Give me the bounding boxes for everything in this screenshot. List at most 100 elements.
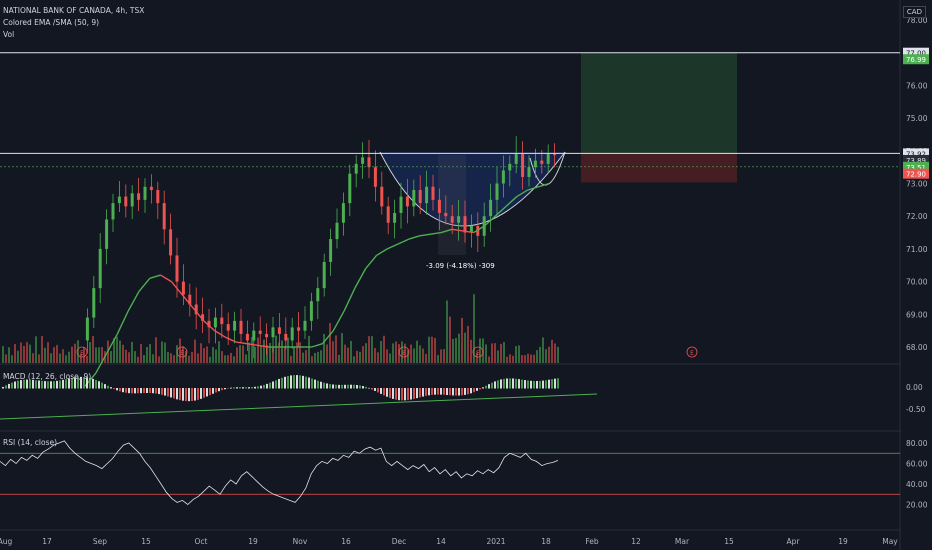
- macd-histogram-bar: [410, 388, 412, 400]
- candle-body: [322, 261, 326, 289]
- macd-histogram-bar: [281, 377, 283, 389]
- volume-bar: [521, 355, 523, 363]
- volume-bar: [188, 355, 190, 363]
- candle-body: [175, 255, 179, 282]
- volume-bar: [269, 343, 271, 363]
- candle-body: [258, 330, 262, 334]
- volume-bar: [245, 354, 247, 363]
- time-axis-tick-label: 15: [724, 537, 734, 546]
- ema-line-segment: [419, 233, 431, 237]
- ema-line-segment: [462, 230, 474, 234]
- macd-histogram-bar: [41, 380, 43, 389]
- macd-histogram-bar: [362, 386, 364, 389]
- ema-line-segment: [332, 310, 345, 331]
- price-tag-box: [903, 47, 929, 58]
- volume-bar: [50, 353, 52, 363]
- macd-histogram-bar: [170, 388, 172, 398]
- volume-bar: [383, 335, 385, 363]
- time-axis-tick-label: Mar: [675, 537, 690, 546]
- volume-bar: [137, 356, 139, 363]
- ema-line-segment: [473, 225, 485, 234]
- candle-body: [354, 163, 358, 174]
- macd-histogram-bar: [275, 380, 277, 389]
- ema-line-segment: [538, 182, 550, 188]
- candle-body: [124, 196, 128, 207]
- volume-bar: [26, 342, 28, 363]
- macd-histogram-bar: [533, 380, 535, 389]
- macd-histogram-bar: [38, 380, 40, 389]
- currency-badge[interactable]: CAD: [902, 6, 926, 18]
- volume-bar: [287, 337, 289, 363]
- volume-bar: [374, 347, 376, 363]
- macd-histogram-bar: [35, 380, 37, 389]
- volume-bar: [533, 354, 535, 363]
- volume-bar: [155, 337, 157, 363]
- volume-bar: [362, 346, 364, 363]
- candle-body: [431, 186, 435, 200]
- volume-bar: [125, 349, 127, 363]
- measure-label: -3.09 (-4.18%) -309: [426, 262, 495, 270]
- volume-bar: [332, 341, 334, 363]
- macd-histogram-bar: [62, 379, 64, 389]
- candle-body: [457, 216, 461, 223]
- volume-bar: [299, 342, 301, 363]
- volume-bar: [32, 353, 34, 363]
- macd-histogram-bar: [107, 385, 109, 389]
- candle-body: [361, 157, 365, 164]
- volume-bar: [410, 344, 412, 363]
- macd-histogram-bar: [386, 388, 388, 397]
- candle-body: [85, 317, 89, 341]
- macd-histogram-bar: [128, 388, 130, 394]
- macd-histogram-bar: [98, 381, 100, 389]
- macd-histogram-bar: [506, 378, 508, 389]
- earnings-marker: [686, 346, 698, 358]
- macd-histogram-bar: [188, 388, 190, 402]
- candle-body: [143, 186, 147, 200]
- macd-histogram-bar: [251, 387, 253, 389]
- volume-bar: [431, 336, 433, 363]
- macd-histogram-bar: [137, 388, 139, 394]
- ema-line-segment: [505, 196, 518, 207]
- volume-bar: [14, 344, 16, 363]
- volume-bar: [554, 343, 556, 363]
- volume-bar: [395, 341, 397, 363]
- macd-histogram-bar: [209, 388, 211, 396]
- volume-bar: [242, 345, 244, 363]
- macd-histogram-bar: [329, 384, 331, 389]
- volume-bar: [449, 316, 451, 363]
- rsi-axis-tick-label: 40.00: [906, 480, 928, 489]
- macd-histogram-bar: [350, 384, 352, 389]
- candle-body: [213, 317, 217, 328]
- volume-bar: [149, 344, 151, 363]
- macd-histogram-bar: [122, 388, 124, 393]
- volume-bar: [281, 340, 283, 363]
- macd-histogram-bar: [542, 380, 544, 389]
- ema-line-segment: [127, 291, 140, 312]
- candle-body: [130, 193, 134, 207]
- macd-histogram-bar: [242, 387, 244, 389]
- macd-histogram-bar: [497, 380, 499, 389]
- volume-bar: [71, 346, 73, 363]
- macd-histogram-bar: [395, 388, 397, 400]
- volume-bar: [545, 349, 547, 363]
- macd-histogram-bar: [59, 380, 61, 389]
- volume-bar: [173, 355, 175, 363]
- ema-line-segment: [321, 330, 334, 345]
- volume-legend: Vol: [3, 30, 15, 39]
- volume-bar: [323, 333, 325, 363]
- macd-histogram-bar: [521, 379, 523, 389]
- macd-histogram-bar: [392, 388, 394, 399]
- earnings-marker: [398, 346, 410, 358]
- macd-histogram-bar: [530, 380, 532, 389]
- earnings-marker: [472, 346, 484, 358]
- macd-histogram-bar: [236, 387, 238, 389]
- volume-bar: [161, 341, 163, 363]
- time-axis-tick-label: Nov: [293, 537, 308, 546]
- volume-bar: [341, 333, 343, 363]
- candle-body: [98, 248, 102, 289]
- macd-histogram-bar: [191, 388, 193, 402]
- volume-bar: [215, 349, 217, 363]
- macd-histogram-bar: [479, 388, 481, 390]
- ema-line-segment: [192, 307, 205, 322]
